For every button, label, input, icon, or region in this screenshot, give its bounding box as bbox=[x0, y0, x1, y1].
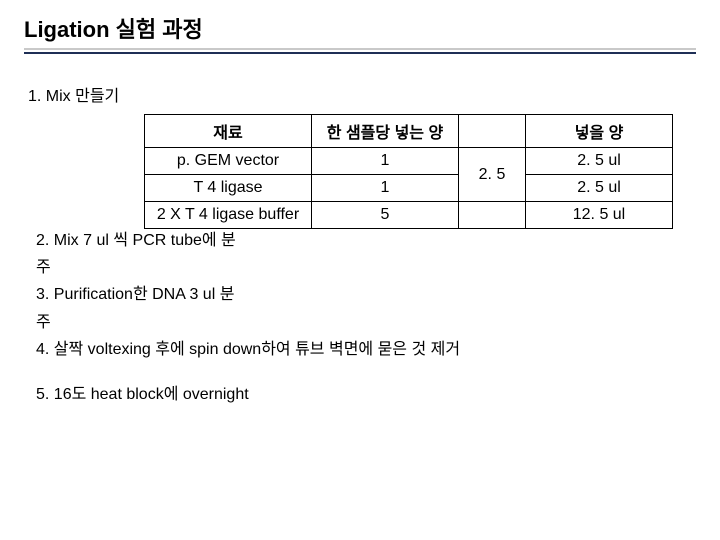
cell-per-sample: 1 bbox=[312, 148, 459, 175]
step-3-line2: 주 bbox=[36, 309, 696, 336]
step-5: 5. 16도 heat block에 overnight bbox=[36, 381, 696, 408]
cell-material: T 4 ligase bbox=[145, 175, 312, 202]
step-3-line1: 3. Purification한 DNA 3 ul 분 bbox=[36, 281, 696, 308]
steps-after: 2. Mix 7 ul 씩 PCR tube에 분 주 3. Purificat… bbox=[36, 227, 696, 408]
table-header-row: 재료 한 샘플당 넣는 양 넣을 양 bbox=[145, 115, 673, 148]
header-multiplier-blank bbox=[459, 115, 526, 148]
cell-multiplier-blank bbox=[459, 202, 526, 229]
page-title: Ligation 실험 과정 bbox=[24, 12, 696, 50]
cell-material: 2 X T 4 ligase buffer bbox=[145, 202, 312, 229]
table-row: T 4 ligase 1 2. 5 ul bbox=[145, 175, 673, 202]
cell-multiplier: 2. 5 bbox=[459, 148, 526, 202]
materials-table: 재료 한 샘플당 넣는 양 넣을 양 p. GEM vector 1 2. 5 … bbox=[144, 114, 673, 229]
cell-per-sample: 5 bbox=[312, 202, 459, 229]
page-root: Ligation 실험 과정 1. Mix 만들기 재료 한 샘플당 넣는 양 … bbox=[0, 0, 720, 408]
cell-amount: 2. 5 ul bbox=[526, 148, 673, 175]
header-material: 재료 bbox=[145, 115, 312, 148]
cell-material: p. GEM vector bbox=[145, 148, 312, 175]
table-row: p. GEM vector 1 2. 5 2. 5 ul bbox=[145, 148, 673, 175]
step-2-line2: 주 bbox=[36, 254, 696, 281]
step-2-line1: 2. Mix 7 ul 씩 PCR tube에 분 bbox=[36, 227, 696, 254]
header-per-sample: 한 샘플당 넣는 양 bbox=[312, 115, 459, 148]
cell-amount: 2. 5 ul bbox=[526, 175, 673, 202]
cell-per-sample: 1 bbox=[312, 175, 459, 202]
title-wrap: Ligation 실험 과정 bbox=[24, 12, 696, 54]
step-1-label: 1. Mix 만들기 bbox=[28, 82, 696, 106]
cell-amount: 12. 5 ul bbox=[526, 202, 673, 229]
header-amount: 넣을 양 bbox=[526, 115, 673, 148]
step-4: 4. 살짝 voltexing 후에 spin down하여 튜브 벽면에 묻은… bbox=[36, 336, 696, 363]
table-row: 2 X T 4 ligase buffer 5 12. 5 ul bbox=[145, 202, 673, 229]
